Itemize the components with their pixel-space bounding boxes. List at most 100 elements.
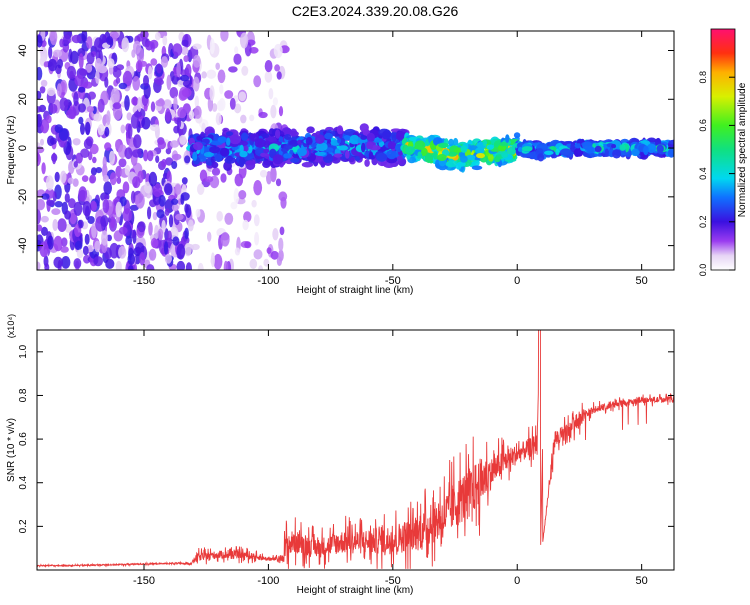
heatmap-cell xyxy=(130,113,139,129)
heatmap-cell xyxy=(118,246,127,259)
heatmap-cell xyxy=(67,177,75,185)
heatmap-cell xyxy=(284,134,292,140)
heatmap-cell xyxy=(209,85,215,101)
heatmap-cell xyxy=(52,152,57,165)
heatmap-cell xyxy=(73,161,79,168)
heatmap-cell xyxy=(164,253,172,264)
heatmap-cell xyxy=(122,208,132,223)
heatmap-cell xyxy=(469,145,478,151)
heatmap-cell xyxy=(251,199,257,208)
heatmap-cell xyxy=(100,215,109,228)
heatmap-cell xyxy=(396,155,403,162)
heatmap-cell xyxy=(314,151,326,156)
heatmap-cell xyxy=(37,261,41,270)
heatmap-cell xyxy=(132,176,141,189)
heatmap-cell xyxy=(127,123,133,139)
y-tick-label: -40 xyxy=(17,238,29,254)
snr-multiplier: (x10⁴) xyxy=(6,314,16,338)
heatmap-cell xyxy=(230,201,238,210)
heatmap-cell xyxy=(74,240,83,251)
heatmap-cell xyxy=(76,249,84,259)
heatmap-cell xyxy=(387,141,397,150)
heatmap-cell xyxy=(93,256,103,267)
heatmap-cell xyxy=(95,70,100,84)
heatmap-cell xyxy=(59,38,64,48)
heatmap-cell xyxy=(184,227,189,240)
heatmap-cell xyxy=(91,222,97,239)
spectrogram-panel: -150 -100 -50 0 50 -40 -20 0 20 40 Height of stra… xyxy=(6,30,675,296)
heatmap-cell xyxy=(201,71,207,79)
snr-xlabel: Height of straight line (km) xyxy=(297,585,414,596)
heatmap-cell xyxy=(216,211,223,222)
heatmap-cell xyxy=(263,258,270,267)
heatmap-cell xyxy=(172,153,182,161)
heatmap-cell xyxy=(40,215,49,223)
heatmap-cell xyxy=(209,38,215,55)
heatmap-cell xyxy=(260,152,267,157)
heatmap-cell xyxy=(260,133,270,139)
heatmap-cell xyxy=(381,131,391,140)
heatmap-cell xyxy=(432,151,438,160)
heatmap-cell xyxy=(37,208,41,225)
heatmap-cell xyxy=(44,263,50,270)
heatmap-cell xyxy=(175,213,184,221)
heatmap-cell xyxy=(87,216,95,224)
heatmap-cell xyxy=(56,83,62,97)
heatmap-cell xyxy=(106,36,114,45)
heatmap-cell xyxy=(219,147,230,157)
heatmap-cell xyxy=(228,66,238,73)
spectrogram-frame xyxy=(36,30,675,271)
heatmap-cell xyxy=(90,200,97,212)
heatmap-cell xyxy=(272,228,279,241)
heatmap-cell xyxy=(324,147,334,153)
heatmap-cell xyxy=(152,183,163,197)
heatmap-cell xyxy=(244,241,252,249)
heatmap-cell xyxy=(179,134,187,145)
heatmap-cell xyxy=(156,79,164,86)
heatmap-cell xyxy=(386,149,398,160)
heatmap-cell xyxy=(158,194,166,207)
heatmap-cell xyxy=(438,142,449,148)
heatmap-cell xyxy=(58,128,69,141)
heatmap-cell xyxy=(131,149,142,158)
x-tick-label: 0 xyxy=(514,575,520,587)
heatmap-cell xyxy=(364,159,370,167)
heatmap-cell xyxy=(122,181,130,194)
heatmap-cell xyxy=(234,46,239,54)
heatmap-cell xyxy=(366,132,375,142)
heatmap-cell xyxy=(176,117,182,129)
heatmap-cell xyxy=(94,37,104,53)
heatmap-cell xyxy=(262,160,271,169)
heatmap-cell xyxy=(73,91,79,107)
heatmap-cell xyxy=(279,226,285,236)
heatmap-cell xyxy=(147,150,154,162)
heatmap-cell xyxy=(125,235,133,246)
heatmap-cell xyxy=(105,258,115,269)
heatmap-cell xyxy=(192,151,198,161)
heatmap-cell xyxy=(560,148,572,157)
heatmap-cell xyxy=(174,184,182,195)
heatmap-cell xyxy=(193,76,200,92)
heatmap-cell xyxy=(289,139,299,147)
heatmap-cell xyxy=(176,260,186,270)
heatmap-cell xyxy=(86,52,95,65)
heatmap-cell xyxy=(460,145,468,153)
spectrogram-ticks: -150 -100 -50 0 50 -40 -20 0 20 40 xyxy=(17,31,674,287)
colorbar-tick-label: 0.0 xyxy=(698,264,708,277)
colorbar: 0.0 0.2 0.4 0.6 0.8 Normalized spectral ampl… xyxy=(698,28,748,277)
heatmap-cell xyxy=(161,219,166,234)
heatmap-cell xyxy=(214,153,223,163)
heatmap-cell xyxy=(131,96,139,106)
heatmap-cell xyxy=(40,118,50,134)
heatmap-cell xyxy=(73,201,83,216)
heatmap-cell xyxy=(109,150,115,165)
heatmap-cell xyxy=(241,132,249,141)
heatmap-cell xyxy=(74,74,84,87)
heatmap-cell xyxy=(59,97,69,112)
heatmap-cell xyxy=(107,58,115,68)
snr-frame xyxy=(36,329,675,571)
heatmap-cell xyxy=(240,114,247,124)
heatmap-cell xyxy=(270,250,279,260)
heatmap-cell xyxy=(47,235,54,250)
